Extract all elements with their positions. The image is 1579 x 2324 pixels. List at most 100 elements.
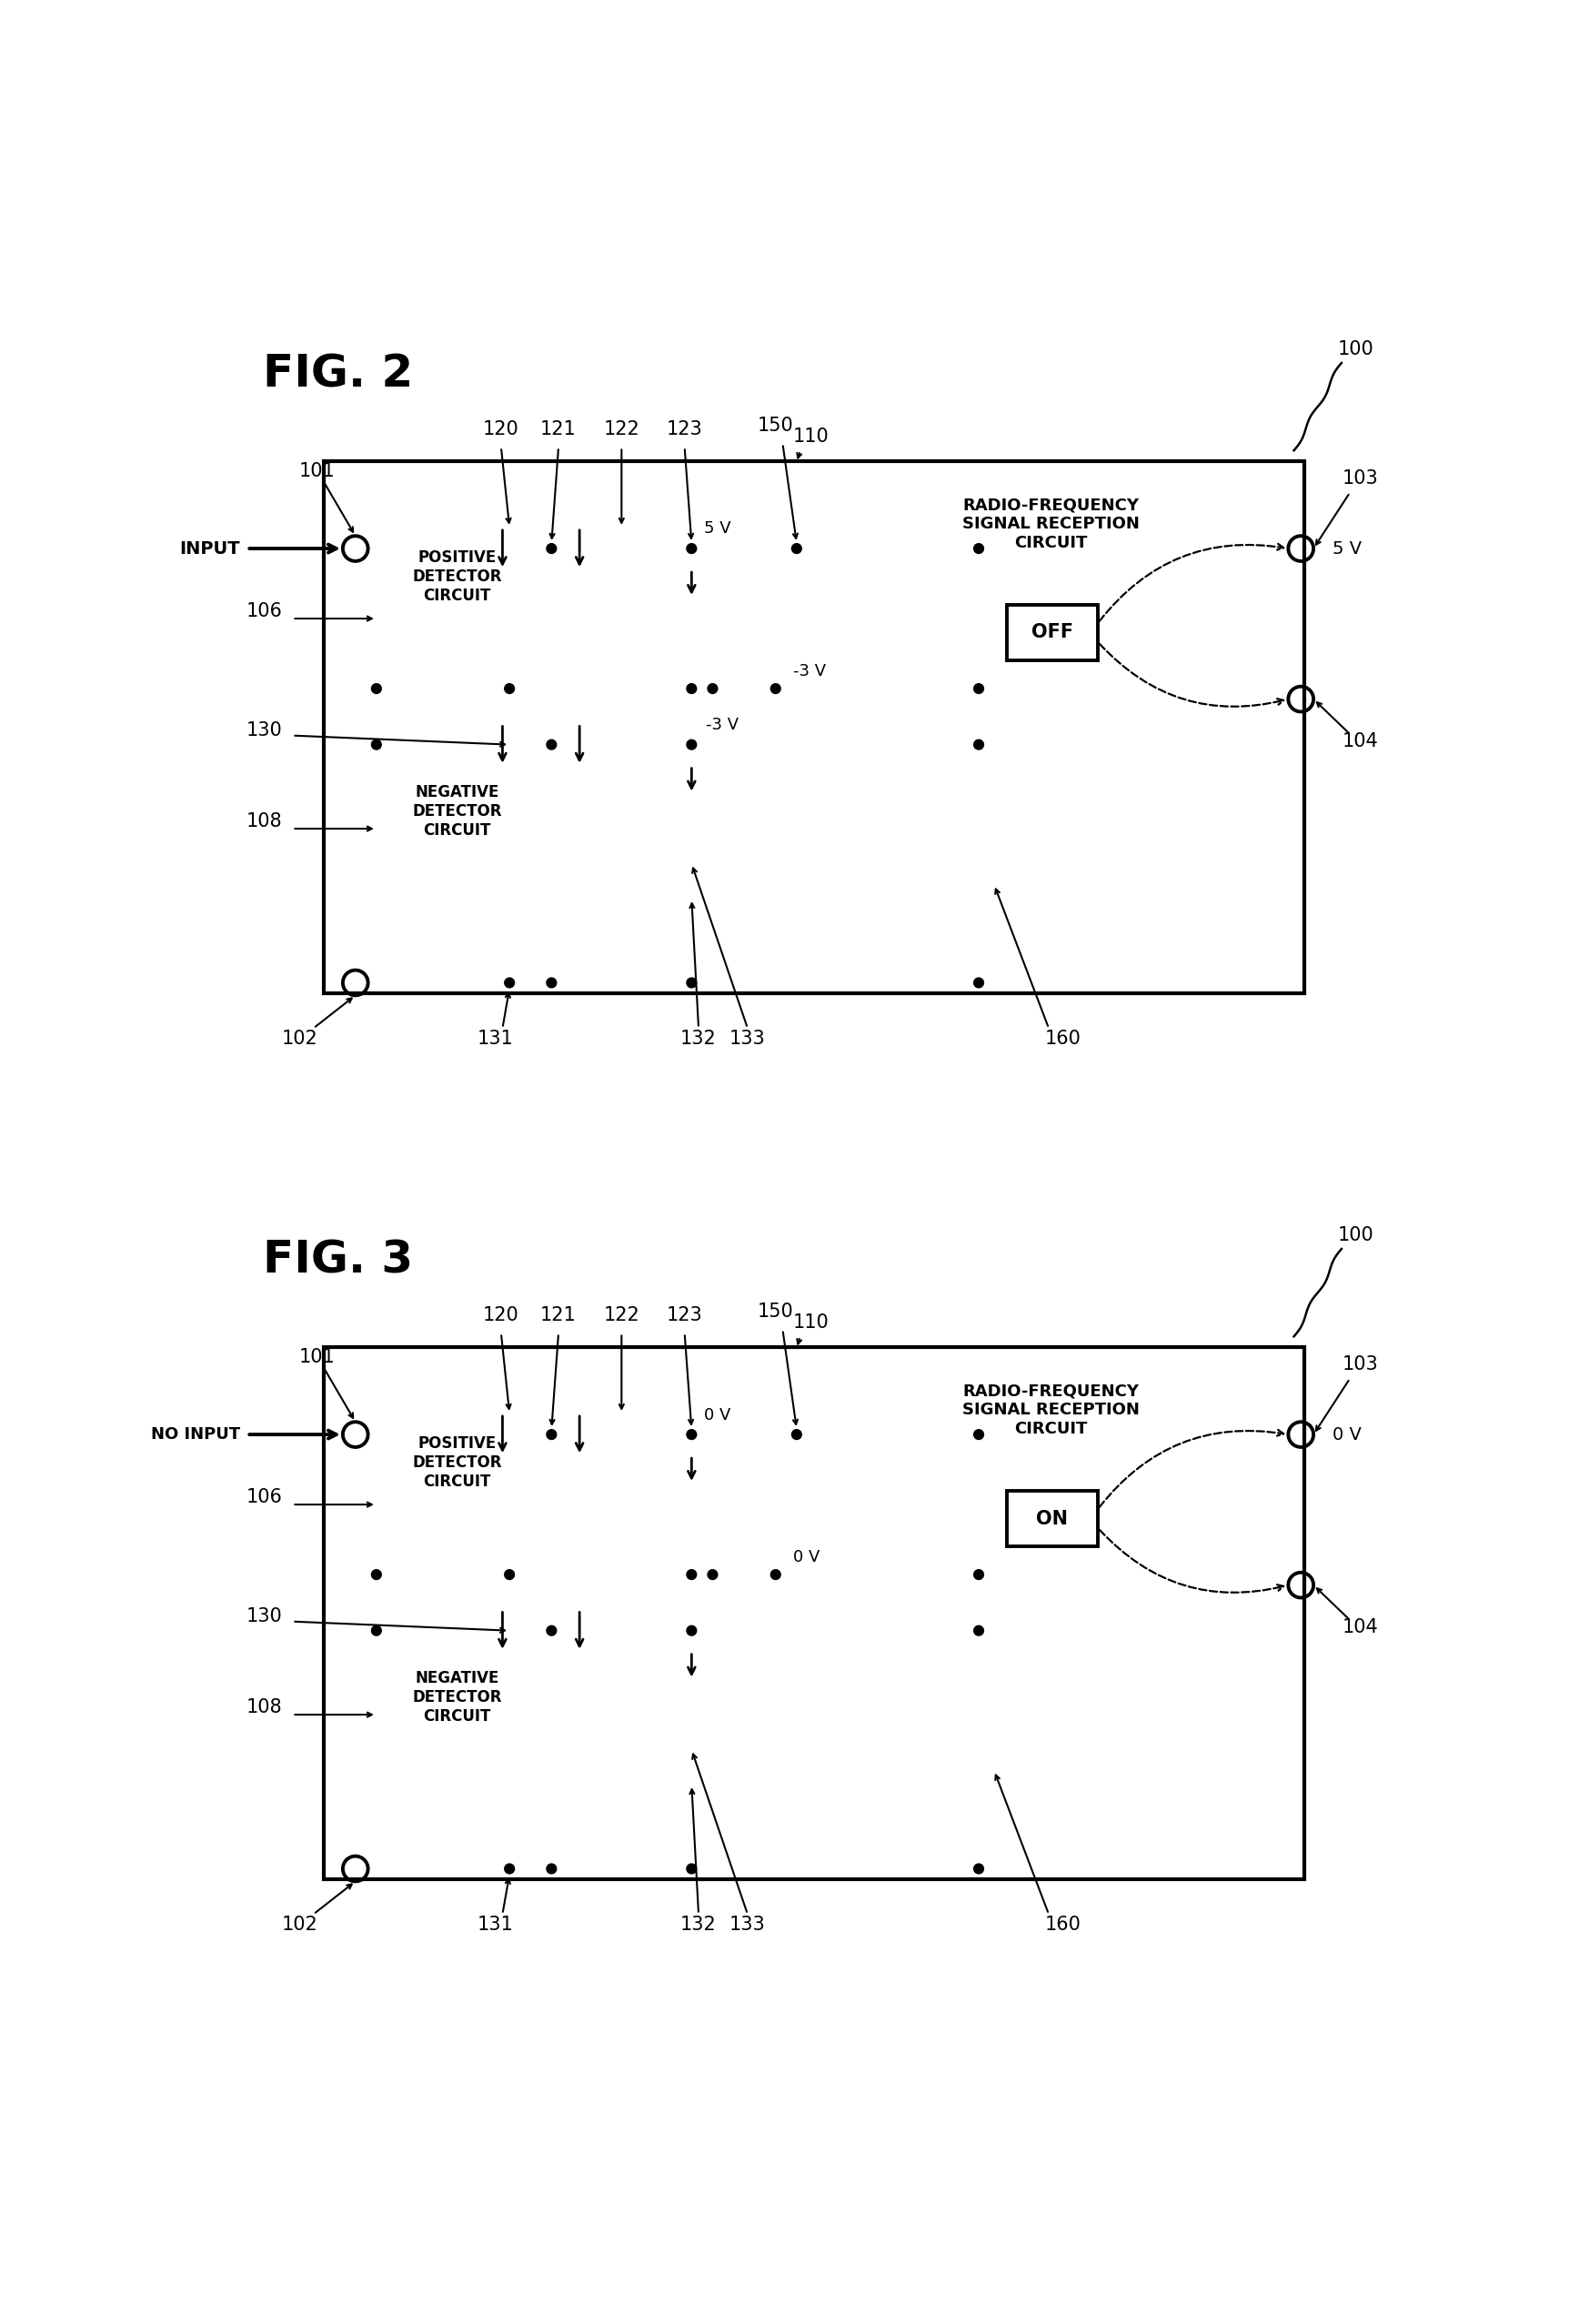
Circle shape	[546, 1864, 556, 1873]
Bar	[376, 1599, 712, 1813]
Circle shape	[546, 544, 556, 553]
Circle shape	[687, 1627, 696, 1636]
Text: 150: 150	[758, 416, 794, 435]
Circle shape	[974, 544, 984, 553]
Circle shape	[687, 683, 696, 693]
Text: 100: 100	[1337, 1225, 1374, 1243]
Bar	[1007, 604, 1097, 660]
Text: ON: ON	[1036, 1511, 1067, 1527]
Bar	[376, 488, 712, 695]
Text: 133: 133	[729, 1915, 766, 1934]
Text: 101: 101	[298, 462, 335, 481]
Text: 110: 110	[793, 428, 829, 446]
Circle shape	[771, 683, 780, 693]
Text: 121: 121	[540, 421, 576, 439]
Text: 0 V: 0 V	[1333, 1427, 1361, 1443]
Text: 5 V: 5 V	[1333, 539, 1361, 558]
Text: POSITIVE
DETECTOR
CIRCUIT: POSITIVE DETECTOR CIRCUIT	[412, 1436, 502, 1490]
Text: 102: 102	[281, 1030, 317, 1048]
Circle shape	[974, 1627, 984, 1636]
Text: 160: 160	[1045, 1915, 1082, 1934]
Text: POSITIVE
DETECTOR
CIRCUIT: POSITIVE DETECTOR CIRCUIT	[412, 548, 502, 604]
Text: NO INPUT: NO INPUT	[150, 1427, 240, 1443]
Bar	[797, 1348, 1304, 1597]
Circle shape	[974, 1429, 984, 1439]
Circle shape	[974, 739, 984, 751]
Circle shape	[974, 1569, 984, 1580]
Text: 122: 122	[603, 1306, 639, 1325]
Text: 0 V: 0 V	[704, 1406, 731, 1422]
Circle shape	[505, 1864, 515, 1873]
Text: 123: 123	[666, 421, 703, 439]
Bar	[797, 460, 1304, 711]
Circle shape	[687, 1429, 696, 1439]
Circle shape	[974, 978, 984, 988]
Text: 160: 160	[1045, 1030, 1082, 1048]
Text: 106: 106	[246, 1487, 283, 1506]
Bar	[1007, 1490, 1097, 1545]
Circle shape	[546, 739, 556, 751]
Circle shape	[687, 544, 696, 553]
Bar	[324, 460, 1304, 992]
Circle shape	[707, 683, 717, 693]
Text: NEGATIVE
DETECTOR
CIRCUIT: NEGATIVE DETECTOR CIRCUIT	[412, 783, 502, 839]
Text: 120: 120	[483, 421, 519, 439]
Circle shape	[771, 1569, 780, 1580]
Text: 133: 133	[729, 1030, 766, 1048]
Text: INPUT: INPUT	[180, 539, 240, 558]
Circle shape	[546, 1627, 556, 1636]
Circle shape	[371, 739, 381, 751]
Text: 103: 103	[1342, 469, 1378, 488]
Text: 132: 132	[681, 1030, 717, 1048]
Text: -3 V: -3 V	[793, 662, 826, 679]
Text: 102: 102	[281, 1915, 317, 1934]
Text: 108: 108	[246, 1699, 283, 1717]
Text: 121: 121	[540, 1306, 576, 1325]
Text: 104: 104	[1342, 1618, 1378, 1636]
Circle shape	[687, 1864, 696, 1873]
Circle shape	[371, 1569, 381, 1580]
Text: 131: 131	[477, 1030, 513, 1048]
Text: 120: 120	[483, 1306, 519, 1325]
Text: 5 V: 5 V	[704, 521, 731, 537]
Circle shape	[974, 683, 984, 693]
Text: FIG. 3: FIG. 3	[264, 1239, 414, 1283]
Circle shape	[546, 1429, 556, 1439]
Text: 110: 110	[793, 1313, 829, 1332]
Text: 131: 131	[477, 1915, 513, 1934]
Text: 130: 130	[246, 720, 283, 739]
Circle shape	[505, 978, 515, 988]
Circle shape	[791, 544, 802, 553]
Text: 130: 130	[246, 1608, 283, 1627]
Circle shape	[687, 739, 696, 751]
Circle shape	[687, 978, 696, 988]
Text: 108: 108	[246, 813, 283, 830]
Circle shape	[707, 1569, 717, 1580]
Circle shape	[687, 1569, 696, 1580]
Text: 0 V: 0 V	[793, 1548, 820, 1566]
Text: 106: 106	[246, 602, 283, 621]
Bar	[376, 713, 712, 927]
Text: -3 V: -3 V	[706, 716, 739, 732]
Text: RADIO-FREQUENCY
SIGNAL RECEPTION
CIRCUIT: RADIO-FREQUENCY SIGNAL RECEPTION CIRCUIT	[962, 1383, 1138, 1436]
Circle shape	[974, 1864, 984, 1873]
Text: 150: 150	[758, 1304, 794, 1320]
Circle shape	[791, 1429, 802, 1439]
Bar	[376, 1376, 712, 1583]
Text: 101: 101	[298, 1348, 335, 1367]
Text: OFF: OFF	[1031, 623, 1074, 641]
Text: NEGATIVE
DETECTOR
CIRCUIT: NEGATIVE DETECTOR CIRCUIT	[412, 1671, 502, 1724]
Bar	[324, 1348, 1304, 1880]
Text: 104: 104	[1342, 732, 1378, 751]
Circle shape	[505, 1569, 515, 1580]
Text: FIG. 2: FIG. 2	[264, 353, 414, 395]
Text: 132: 132	[681, 1915, 717, 1934]
Text: 122: 122	[603, 421, 639, 439]
Text: RADIO-FREQUENCY
SIGNAL RECEPTION
CIRCUIT: RADIO-FREQUENCY SIGNAL RECEPTION CIRCUIT	[962, 497, 1138, 551]
Circle shape	[371, 1627, 381, 1636]
Circle shape	[371, 683, 381, 693]
Text: 100: 100	[1337, 339, 1374, 358]
Circle shape	[505, 683, 515, 693]
Text: 123: 123	[666, 1306, 703, 1325]
Text: 103: 103	[1342, 1355, 1378, 1373]
